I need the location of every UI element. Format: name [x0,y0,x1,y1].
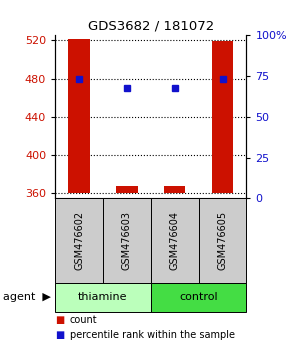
Bar [151,283,246,312]
Bar [55,283,151,312]
Text: agent  ▶: agent ▶ [3,292,51,302]
Text: GSM476605: GSM476605 [218,211,228,270]
Bar [199,198,246,283]
Text: control: control [179,292,218,302]
Text: GSM476602: GSM476602 [74,211,84,270]
Bar [212,41,233,193]
Text: GSM476604: GSM476604 [170,211,180,270]
Bar [55,198,103,283]
Text: count: count [70,315,97,325]
Bar [68,39,90,193]
Bar [116,186,138,193]
Bar [164,186,186,193]
Text: thiamine: thiamine [78,292,128,302]
Bar [103,198,151,283]
Bar [151,198,199,283]
Text: ■: ■ [55,330,64,339]
Text: percentile rank within the sample: percentile rank within the sample [70,330,235,339]
Text: GSM476603: GSM476603 [122,211,132,270]
Text: ■: ■ [55,315,64,325]
Title: GDS3682 / 181072: GDS3682 / 181072 [88,20,214,33]
